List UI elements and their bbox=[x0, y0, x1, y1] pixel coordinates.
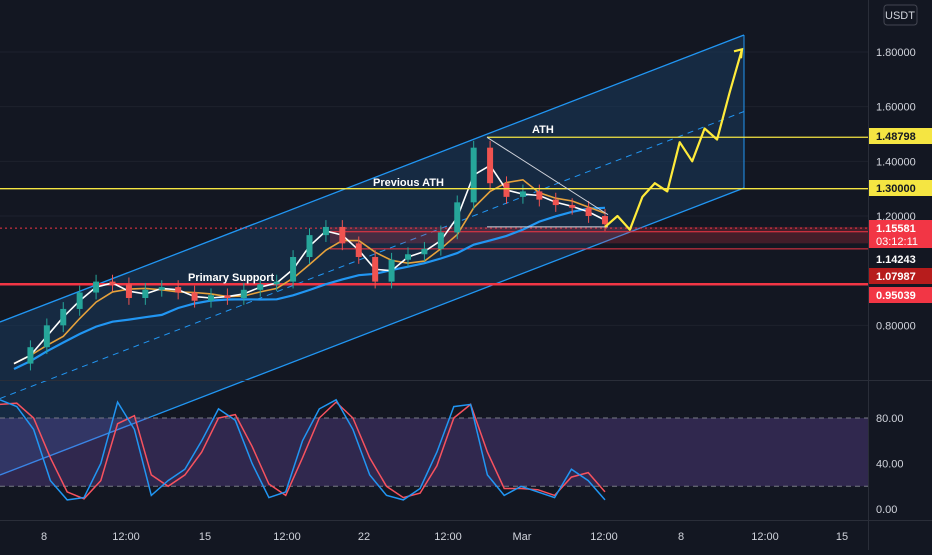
price-badge-bg bbox=[869, 180, 932, 196]
time-tick-label: 8 bbox=[41, 531, 47, 543]
time-tick-label: 12:00 bbox=[751, 531, 779, 543]
price-badge-label: 1.15581 bbox=[876, 223, 916, 235]
triangle-upper-line bbox=[486, 136, 609, 216]
candle-body bbox=[437, 232, 444, 249]
annotation-previous-ath: Previous ATH bbox=[373, 177, 444, 189]
candle-body bbox=[290, 257, 297, 282]
time-tick-label: 12:00 bbox=[112, 531, 140, 543]
candle-body bbox=[257, 284, 264, 290]
candle-body bbox=[43, 325, 50, 348]
projection-path bbox=[604, 48, 744, 231]
candle-body bbox=[240, 289, 247, 298]
price-badge-bg bbox=[869, 251, 932, 267]
candle-body bbox=[191, 292, 198, 301]
candle-body bbox=[339, 226, 346, 244]
candle-body bbox=[208, 295, 214, 301]
time-axis-border bbox=[0, 520, 932, 521]
annotation-ath: ATH bbox=[532, 124, 554, 136]
price-tick-label: 1.60000 bbox=[876, 102, 916, 114]
candle-body bbox=[322, 226, 329, 236]
time-tick-label: 12:00 bbox=[434, 531, 462, 543]
candle-body bbox=[421, 248, 428, 255]
price-badge-bg bbox=[869, 128, 932, 144]
oscillator-band bbox=[0, 418, 868, 487]
ma-slow-line bbox=[13, 206, 606, 370]
time-tick-label: 15 bbox=[199, 531, 211, 543]
candle-body bbox=[372, 257, 379, 282]
oscillator-d-line bbox=[0, 401, 606, 500]
price-badge-bg bbox=[869, 287, 932, 303]
candle-body bbox=[224, 295, 231, 298]
price-tick-label: 1.40000 bbox=[876, 156, 916, 168]
currency-button[interactable] bbox=[883, 4, 918, 26]
channel-upper-line bbox=[0, 34, 745, 323]
candle-body bbox=[306, 235, 313, 257]
candle-body bbox=[454, 202, 461, 233]
candle-body bbox=[355, 243, 362, 257]
time-tick-label: 12:00 bbox=[590, 531, 618, 543]
channel-lower-line bbox=[0, 187, 745, 476]
candle-body bbox=[552, 199, 559, 206]
support-zone bbox=[330, 226, 868, 244]
price-badge-countdown: 03:12:11 bbox=[876, 236, 918, 248]
oscillator-tick-label: 40.00 bbox=[876, 459, 904, 471]
candle-body bbox=[602, 216, 608, 225]
price-badge-label: 1.14243 bbox=[876, 254, 916, 266]
candle-body bbox=[158, 287, 165, 290]
candle-body bbox=[142, 289, 149, 298]
time-tick-label: 15 bbox=[836, 531, 848, 543]
oscillator-k-line bbox=[0, 398, 606, 501]
price-badge-label: 1.30000 bbox=[876, 183, 916, 195]
candle-body bbox=[519, 191, 526, 197]
candle-body bbox=[60, 308, 67, 326]
price-badge-label: 1.07987 bbox=[876, 271, 916, 283]
candle-body bbox=[585, 207, 592, 216]
candle-body bbox=[503, 183, 510, 197]
price-axis-border bbox=[868, 0, 869, 550]
annotation-primary-support: Primary Support bbox=[188, 272, 275, 284]
candle-body bbox=[76, 292, 83, 309]
price-tick-label: 0.80000 bbox=[876, 320, 916, 332]
time-tick-label: 8 bbox=[678, 531, 684, 543]
candle-body bbox=[125, 284, 132, 298]
candle-body bbox=[536, 191, 543, 200]
price-badge-bg bbox=[869, 268, 932, 284]
price-badge-bg bbox=[869, 220, 932, 248]
price-tick-label: 1.80000 bbox=[876, 47, 916, 59]
pane-separator bbox=[0, 380, 932, 381]
projection-arrow-head bbox=[733, 47, 744, 59]
oscillator-tick-label: 80.00 bbox=[876, 413, 904, 425]
candle-body bbox=[27, 347, 34, 364]
candle-body bbox=[109, 281, 116, 285]
time-tick-label: Mar bbox=[513, 531, 532, 543]
candle-body bbox=[569, 205, 576, 208]
candle-body bbox=[470, 147, 477, 203]
time-tick-label: 12:00 bbox=[273, 531, 301, 543]
currency-label: USDT bbox=[885, 10, 915, 22]
candle-body bbox=[273, 281, 280, 285]
candle-body bbox=[175, 287, 182, 293]
candle-body bbox=[487, 147, 494, 184]
time-tick-label: 22 bbox=[358, 531, 370, 543]
candle-body bbox=[388, 259, 395, 282]
price-badge-label: 0.95039 bbox=[876, 290, 916, 302]
candle-body bbox=[93, 281, 100, 293]
channel-median-line bbox=[0, 111, 745, 399]
oscillator-tick-label: 0.00 bbox=[876, 504, 897, 516]
price-badge-label: 1.48798 bbox=[876, 131, 916, 143]
candle-body bbox=[405, 254, 411, 260]
